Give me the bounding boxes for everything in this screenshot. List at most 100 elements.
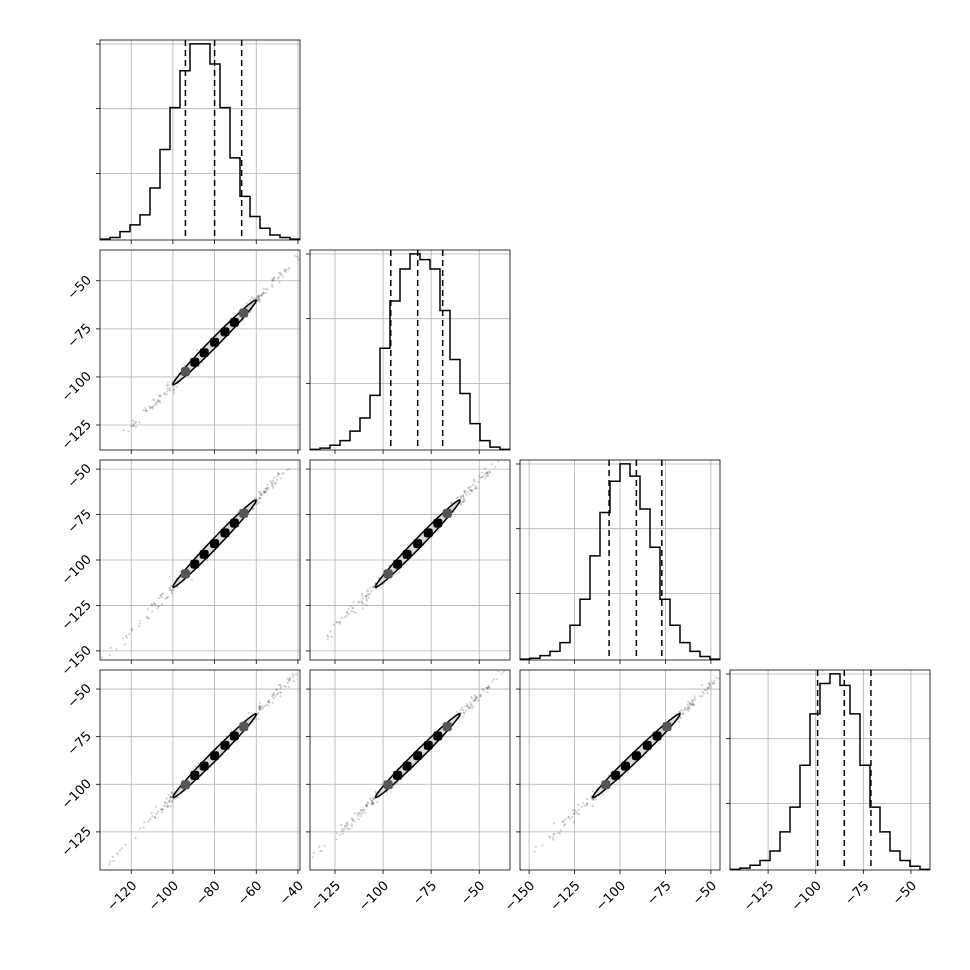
panel-3-0 xyxy=(94,643,329,874)
scatter-point xyxy=(265,703,268,706)
scatter-point xyxy=(559,829,562,832)
scatter-point xyxy=(376,800,379,803)
x-tick-label: −50 xyxy=(890,878,920,908)
scatter-point xyxy=(262,288,265,291)
density-block xyxy=(190,559,200,569)
scatter-point xyxy=(370,802,373,805)
scatter-point xyxy=(267,488,270,491)
scatter-point xyxy=(350,825,353,828)
scatter-point xyxy=(254,717,257,720)
scatter-point xyxy=(161,808,164,811)
scatter-point xyxy=(350,817,353,820)
scatter-point xyxy=(283,269,286,273)
scatter-point xyxy=(94,869,96,871)
scatter-point xyxy=(168,799,171,802)
scatter-point xyxy=(678,710,681,714)
scatter-point xyxy=(274,482,277,485)
scatter-point xyxy=(281,273,284,276)
scatter-point xyxy=(170,800,174,803)
scatter-point xyxy=(464,704,467,708)
scatter-point xyxy=(247,712,250,715)
scatter-point xyxy=(468,706,472,709)
scatter-point xyxy=(266,483,269,486)
scatter-point xyxy=(251,296,254,300)
scatter-point xyxy=(580,805,583,808)
density-block xyxy=(239,308,249,318)
scatter-point xyxy=(259,705,263,709)
scatter-point xyxy=(170,584,173,588)
scatter-point xyxy=(156,810,159,813)
scatter-point xyxy=(142,826,145,829)
scatter-point xyxy=(684,708,687,711)
x-tick-label: −60 xyxy=(235,878,265,908)
scatter-point xyxy=(278,271,281,275)
scatter-point xyxy=(277,276,281,279)
scatter-point xyxy=(267,700,270,703)
scatter-point xyxy=(507,667,509,669)
scatter-point xyxy=(257,706,261,709)
scatter-point xyxy=(552,833,555,836)
scatter-point xyxy=(364,595,367,598)
density-block xyxy=(180,569,190,579)
scatter-point xyxy=(167,595,170,599)
scatter-point xyxy=(190,578,193,581)
scatter-point xyxy=(462,494,465,497)
scatter-point xyxy=(707,682,711,685)
scatter-point xyxy=(459,495,462,498)
scatter-point xyxy=(491,680,494,683)
scatter-point xyxy=(585,802,589,805)
scatter-point xyxy=(159,808,163,811)
scatter-point xyxy=(700,695,704,698)
scatter-point xyxy=(153,816,157,819)
scatter-point xyxy=(167,800,170,803)
scatter-point xyxy=(462,715,465,718)
scatter-point xyxy=(294,453,296,455)
scatter-point xyxy=(691,700,694,703)
scatter-point xyxy=(469,704,472,707)
panel-2-0 xyxy=(96,411,340,664)
scatter-point xyxy=(286,677,289,680)
scatter-point xyxy=(683,706,687,709)
scatter-point xyxy=(459,708,462,711)
scatter-point xyxy=(257,490,260,494)
scatter-point xyxy=(365,594,368,598)
scatter-point xyxy=(338,411,340,413)
scatter-point xyxy=(469,485,473,488)
scatter-point xyxy=(267,701,271,704)
scatter-point xyxy=(595,798,598,801)
scatter-point xyxy=(577,813,581,816)
scatter-point xyxy=(146,608,149,611)
scatter-point xyxy=(256,298,260,301)
scatter-point xyxy=(522,653,524,655)
scatter-point xyxy=(270,481,273,485)
scatter-point xyxy=(456,710,459,713)
scatter-point xyxy=(286,268,289,271)
scatter-point xyxy=(276,692,280,695)
scatter-point xyxy=(248,298,252,301)
scatter-point xyxy=(169,795,173,799)
scatter-point xyxy=(486,691,489,694)
scatter-point xyxy=(366,805,369,808)
scatter-point xyxy=(359,814,362,817)
scatter-point xyxy=(160,592,163,596)
scatter-point xyxy=(327,643,329,645)
scatter-point xyxy=(165,384,168,387)
scatter-point xyxy=(257,294,260,297)
scatter-point xyxy=(271,701,274,704)
scatter-point xyxy=(380,783,383,786)
scatter-point xyxy=(470,706,474,710)
scatter-point xyxy=(591,798,595,801)
scatter-point xyxy=(563,818,567,821)
scatter-point xyxy=(275,688,278,691)
scatter-point xyxy=(118,849,122,852)
scatter-point xyxy=(298,457,300,459)
density-block xyxy=(199,549,209,559)
scatter-point xyxy=(713,679,716,682)
scatter-point xyxy=(149,407,152,410)
scatter-point xyxy=(139,827,142,830)
scatter-point xyxy=(260,293,263,296)
scatter-point xyxy=(474,486,477,490)
scatter-point xyxy=(358,811,361,814)
scatter-point xyxy=(156,607,159,610)
scatter-point xyxy=(272,279,275,282)
